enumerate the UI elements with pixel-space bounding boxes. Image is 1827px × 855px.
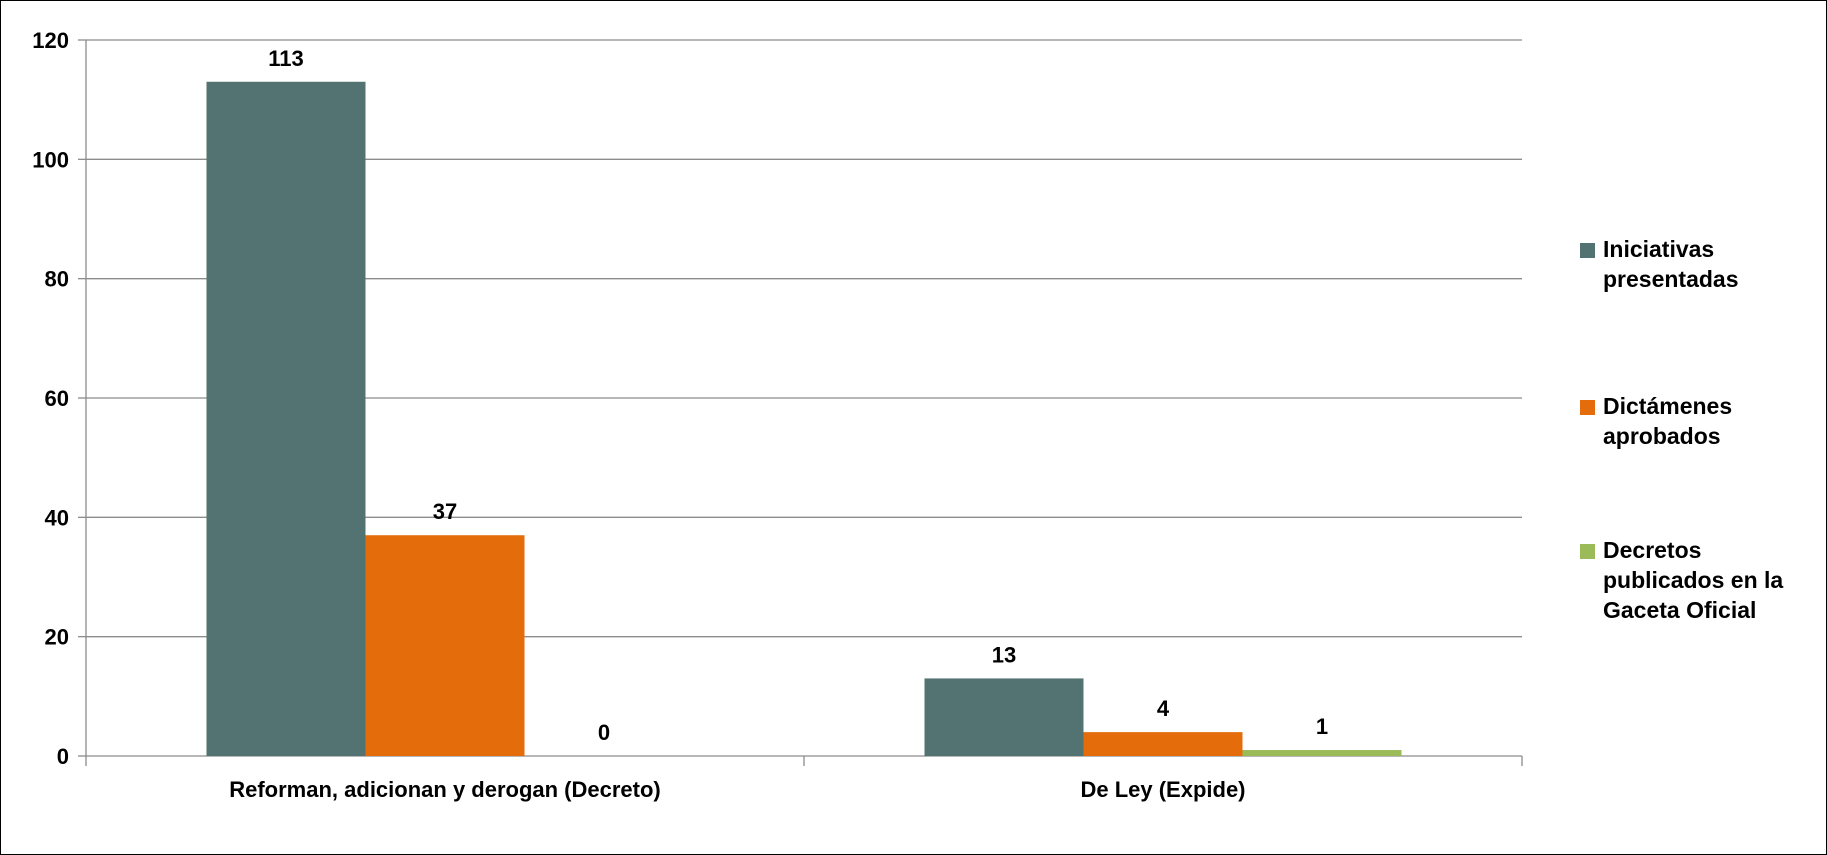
legend-label: publicados en la xyxy=(1603,567,1783,593)
data-label: 113 xyxy=(268,46,304,71)
legend-swatch xyxy=(1580,243,1595,258)
y-tick-label: 20 xyxy=(45,625,69,650)
y-tick-label: 80 xyxy=(45,267,69,292)
legend-label: Decretos xyxy=(1603,537,1701,563)
x-category-label: De Ley (Expide) xyxy=(1080,777,1245,802)
data-label: 1 xyxy=(1316,714,1328,739)
bar xyxy=(365,535,525,756)
y-tick-label: 60 xyxy=(45,386,69,411)
x-category-label: Reforman, adicionan y derogan (Decreto) xyxy=(229,777,661,802)
y-tick-label: 0 xyxy=(57,744,69,769)
data-label: 0 xyxy=(598,720,610,745)
legend: Iniciativas presentadas Dictámenes aprobado… xyxy=(1580,236,1783,623)
legend-label: Dictámenes xyxy=(1603,393,1732,419)
data-label: 4 xyxy=(1157,696,1170,721)
y-tick-label: 100 xyxy=(32,147,69,172)
legend-label: Iniciativas xyxy=(1603,236,1714,262)
data-labels: 113 37 0 13 4 1 xyxy=(268,46,1328,745)
legend-label: Gaceta Oficial xyxy=(1603,597,1756,623)
legend-swatch xyxy=(1580,400,1595,415)
bar xyxy=(1242,750,1402,756)
bar xyxy=(206,81,366,757)
data-label: 13 xyxy=(992,642,1016,667)
y-tick-label: 120 xyxy=(32,28,69,53)
y-tick-label: 40 xyxy=(45,505,69,530)
legend-label: aprobados xyxy=(1603,423,1721,449)
legend-swatch xyxy=(1580,544,1595,559)
legend-label: presentadas xyxy=(1603,266,1739,292)
data-label: 37 xyxy=(433,499,457,524)
bars xyxy=(206,81,1402,757)
bar xyxy=(924,678,1084,756)
bar xyxy=(1083,732,1243,756)
